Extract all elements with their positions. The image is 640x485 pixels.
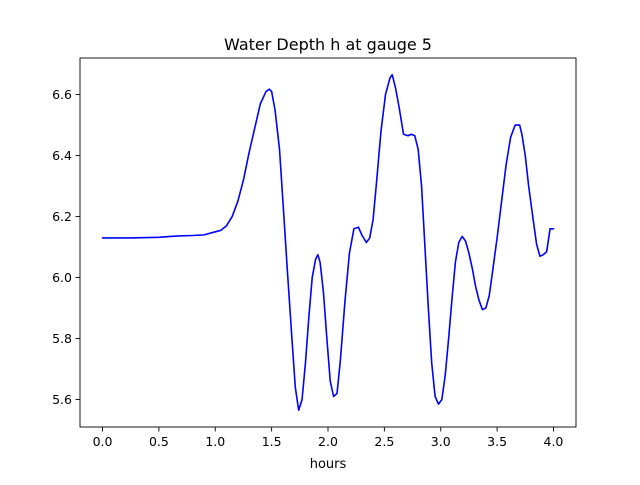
chart-title: Water Depth h at gauge 5 — [224, 35, 432, 54]
x-tick-label: 1.5 — [262, 434, 282, 449]
x-axis: 0.0 0.5 1.0 1.5 2.0 2.5 3.0 3.5 4.0 — [93, 427, 564, 449]
y-tick-label: 6.4 — [52, 148, 72, 163]
x-tick-label: 1.0 — [205, 434, 225, 449]
series-line-0 — [101, 73, 555, 412]
x-tick-label: 3.0 — [431, 434, 451, 449]
y-tick-label: 6.6 — [52, 87, 72, 102]
y-axis: 5.6 5.8 6.0 6.2 6.4 6.6 — [52, 87, 80, 407]
x-tick-label: 0.5 — [149, 434, 169, 449]
y-tick-label: 6.2 — [52, 209, 72, 224]
y-tick-label: 5.8 — [52, 331, 72, 346]
x-tick-label: 0.0 — [93, 434, 113, 449]
x-tick-label: 4.0 — [544, 434, 564, 449]
y-tick-label: 6.0 — [52, 270, 72, 285]
x-tick-label: 2.5 — [374, 434, 394, 449]
x-tick-label: 3.5 — [487, 434, 507, 449]
x-axis-label: hours — [310, 457, 347, 472]
x-tick-label: 2.0 — [318, 434, 338, 449]
y-tick-label: 5.6 — [52, 392, 72, 407]
